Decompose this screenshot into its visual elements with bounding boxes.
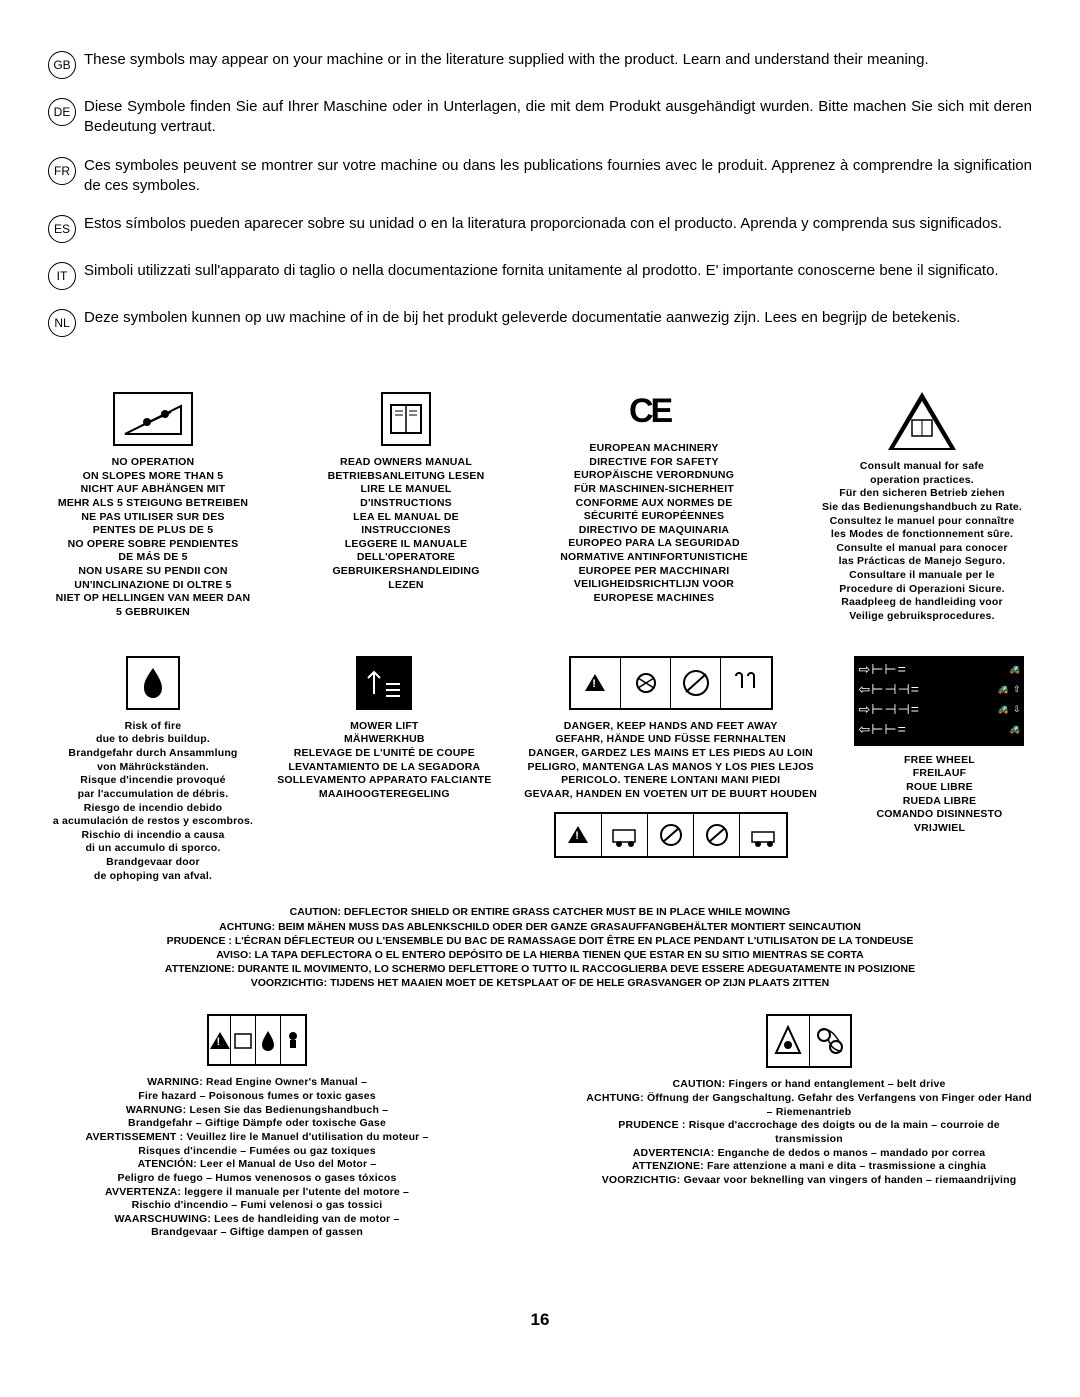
lang-it: IT Simboli utilizzati sull'apparato di t… bbox=[48, 261, 1032, 290]
manual-caption: READ OWNERS MANUAL BETRIEBSANLEITUNG LES… bbox=[328, 456, 485, 592]
lang-code-gb: GB bbox=[48, 51, 76, 79]
engine-warning-icon bbox=[207, 1014, 307, 1066]
lang-code-it: IT bbox=[48, 262, 76, 290]
lang-text-it: Simboli utilizzati sull'apparato di tagl… bbox=[84, 261, 1032, 281]
fire-caption: Risk of fire due to debris buildup. Bran… bbox=[53, 720, 253, 884]
col-fire: Risk of fire due to debris buildup. Bran… bbox=[48, 656, 258, 884]
lang-code-de: DE bbox=[48, 98, 76, 126]
lang-code-es: ES bbox=[48, 215, 76, 243]
consult-triangle-icon bbox=[888, 392, 956, 450]
lift-caption: MOWER LIFT MÄHWERKHUB RELEVAGE DE L'UNIT… bbox=[277, 720, 491, 802]
col-danger: DANGER, KEEP HANDS AND FEET AWAY GEFAHR,… bbox=[511, 656, 831, 858]
symbol-row-2: Risk of fire due to debris buildup. Bran… bbox=[48, 656, 1032, 884]
manual-page: GB These symbols may appear on your mach… bbox=[0, 0, 1080, 1370]
lang-code-nl: NL bbox=[48, 309, 76, 337]
freewheel-caption: FREE WHEEL FREILAUF ROUE LIBRE RUEDA LIB… bbox=[877, 754, 1003, 836]
engine-warning-caption: WARNING: Read Engine Owner's Manual – Fi… bbox=[85, 1076, 428, 1240]
lang-gb: GB These symbols may appear on your mach… bbox=[48, 50, 1032, 79]
lang-text-gb: These symbols may appear on your machine… bbox=[84, 50, 1032, 70]
danger-caption: DANGER, KEEP HANDS AND FEET AWAY GEFAHR,… bbox=[524, 720, 817, 802]
danger-strip-icon bbox=[554, 812, 788, 858]
belt-caution-caption: CAUTION: Fingers or hand entanglement – … bbox=[586, 1078, 1032, 1187]
freewheel-icon: ⇨⊢⊢=🚜 ⇦⊢⊣⊣=🚜⇧ ⇨⊢⊣⊣=🚜⇩ ⇦⊢⊢=🚜 bbox=[854, 656, 1024, 746]
col-belt-caution: CAUTION: Fingers or hand entanglement – … bbox=[586, 1014, 1032, 1187]
lang-text-es: Estos símbolos pueden aparecer sobre su … bbox=[84, 214, 1032, 234]
slope-caption: NO OPERATION ON SLOPES MORE THAN 5 NICHT… bbox=[56, 456, 251, 620]
fire-icon bbox=[126, 656, 180, 710]
col-ce: CE EUROPEAN MACHINERY DIRECTIVE FOR SAFE… bbox=[554, 392, 754, 624]
col-lift: MOWER LIFT MÄHWERKHUB RELEVAGE DE L'UNIT… bbox=[274, 656, 494, 802]
symbol-row-1: NO OPERATION ON SLOPES MORE THAN 5 NICHT… bbox=[48, 392, 1032, 624]
lang-fr: FR Ces symboles peuvent se montrer sur v… bbox=[48, 156, 1032, 197]
lift-icon bbox=[356, 656, 412, 710]
danger-icon bbox=[569, 656, 773, 710]
consult-caption: Consult manual for safe operation practi… bbox=[822, 460, 1022, 624]
lang-code-fr: FR bbox=[48, 157, 76, 185]
belt-caution-icon bbox=[766, 1014, 852, 1068]
ce-caption: EUROPEAN MACHINERY DIRECTIVE FOR SAFETY … bbox=[560, 442, 748, 606]
lang-nl: NL Deze symbolen kunnen op uw machine of… bbox=[48, 308, 1032, 337]
page-number: 16 bbox=[48, 1310, 1032, 1330]
lang-text-de: Diese Symbole finden Sie auf Ihrer Masch… bbox=[84, 97, 1032, 138]
caution-deflector: CAUTION: DEFLECTOR SHIELD OR ENTIRE GRAS… bbox=[48, 905, 1032, 990]
col-engine-warning: WARNING: Read Engine Owner's Manual – Fi… bbox=[48, 1014, 466, 1240]
slope-icon bbox=[113, 392, 193, 446]
symbol-row-3: WARNING: Read Engine Owner's Manual – Fi… bbox=[48, 1014, 1032, 1240]
lang-text-fr: Ces symboles peuvent se montrer sur votr… bbox=[84, 156, 1032, 197]
col-slope: NO OPERATION ON SLOPES MORE THAN 5 NICHT… bbox=[48, 392, 258, 624]
lang-es: ES Estos símbolos pueden aparecer sobre … bbox=[48, 214, 1032, 243]
manual-icon bbox=[381, 392, 431, 446]
lang-de: DE Diese Symbole finden Sie auf Ihrer Ma… bbox=[48, 97, 1032, 138]
ce-icon: CE bbox=[629, 392, 679, 442]
col-consult: Consult manual for safe operation practi… bbox=[812, 392, 1032, 624]
lang-text-nl: Deze symbolen kunnen op uw machine of in… bbox=[84, 308, 1032, 328]
col-manual: READ OWNERS MANUAL BETRIEBSANLEITUNG LES… bbox=[316, 392, 496, 624]
col-freewheel: ⇨⊢⊢=🚜 ⇦⊢⊣⊣=🚜⇧ ⇨⊢⊣⊣=🚜⇩ ⇦⊢⊢=🚜 FREE WHEEL F… bbox=[847, 656, 1032, 836]
